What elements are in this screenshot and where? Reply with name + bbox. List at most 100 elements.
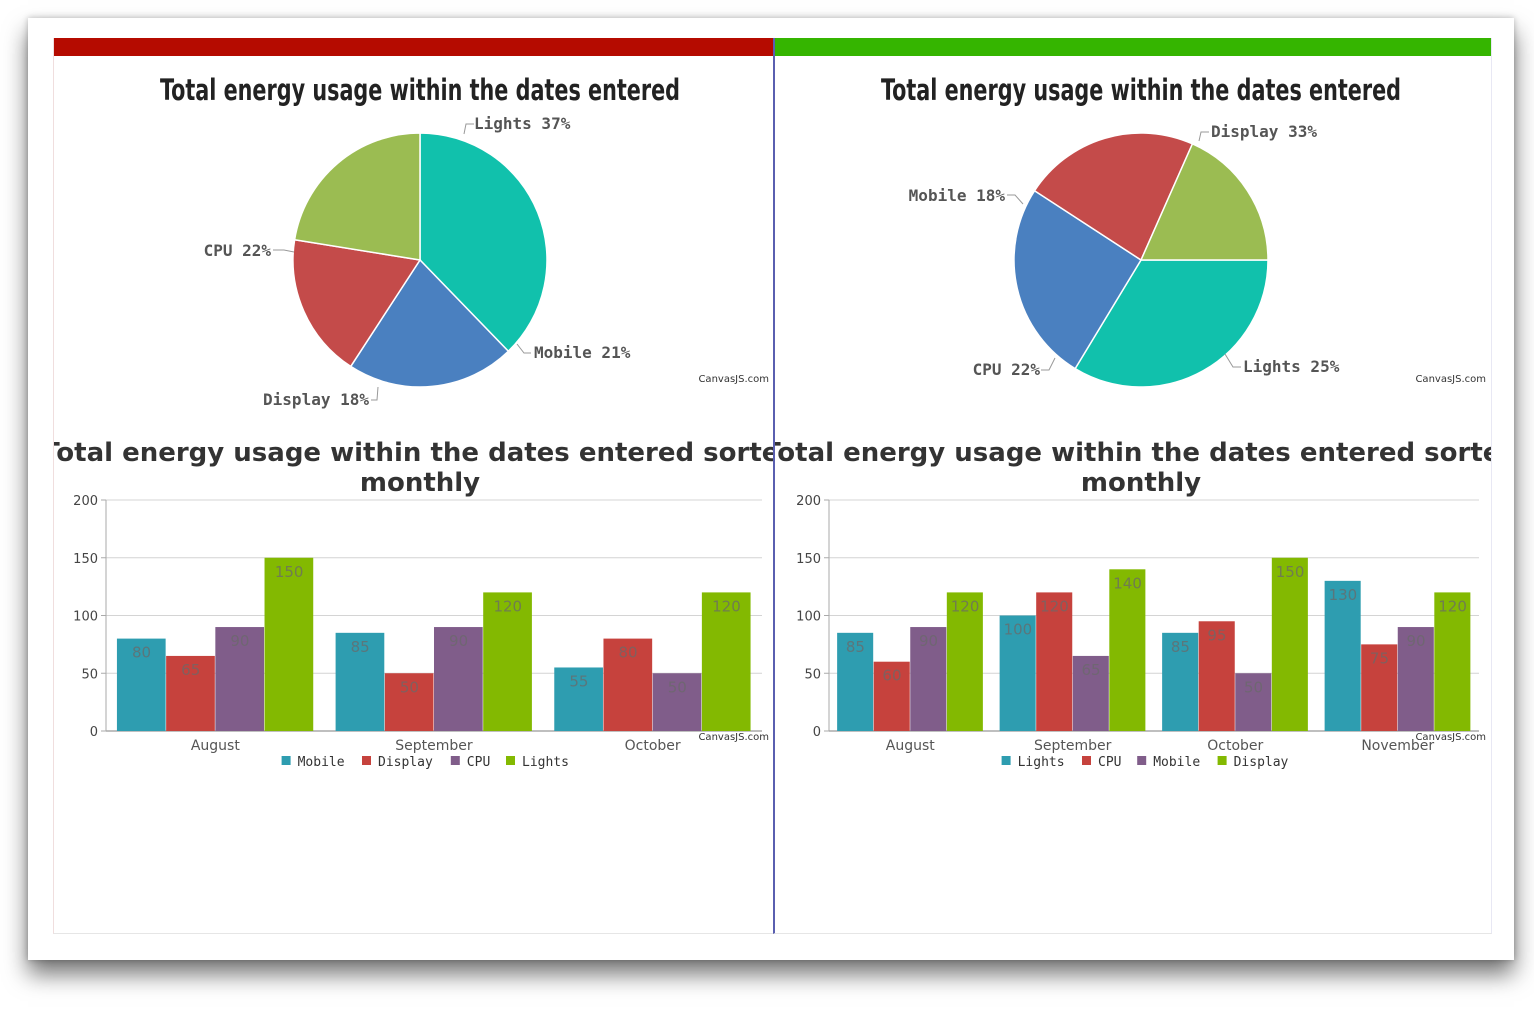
pie-label-mobile: Mobile 21%: [534, 343, 631, 362]
bar-value-label: 80: [619, 644, 638, 662]
legend-swatch-mobile: [1137, 756, 1147, 765]
x-category-label-november: November: [1361, 738, 1434, 754]
legend-item-lights[interactable]: Lights: [522, 755, 569, 770]
pie-slice-cpu[interactable]: [293, 132, 421, 261]
bar-value-label: 65: [1081, 661, 1100, 679]
left-header-bar: [54, 38, 774, 56]
bar-mobile-october[interactable]: [554, 667, 603, 731]
canvasjs-credit: CanvasJS.com: [1415, 732, 1486, 743]
bar-title-line1: Total energy usage within the dates ente…: [775, 438, 1491, 468]
pie-slice-mobile[interactable]: [1139, 142, 1269, 261]
pie-label-leader: [516, 343, 531, 354]
legend-swatch-cpu: [1082, 756, 1091, 765]
y-tick-label: 0: [813, 725, 821, 740]
bar-display-november[interactable]: [1434, 592, 1471, 731]
bar-cpu-august[interactable]: [215, 627, 265, 731]
legend-item-cpu[interactable]: CPU: [467, 755, 490, 770]
legend-swatch-display: [1217, 756, 1227, 765]
pie-slice-lights[interactable]: [1013, 189, 1143, 370]
legend-item-cpu[interactable]: CPU: [1098, 755, 1121, 770]
bar-value-label: 120: [951, 597, 980, 615]
bar-value-label: 120: [493, 597, 522, 615]
bar-mobile-september[interactable]: [1072, 655, 1109, 731]
pie-slice-cpu[interactable]: [1033, 132, 1194, 262]
bar-lights-october[interactable]: [701, 592, 751, 731]
bar-value-label: 90: [1406, 632, 1425, 650]
pie-label-leader: [1198, 131, 1209, 142]
pie-slice-display[interactable]: [1074, 259, 1269, 388]
bar-value-label: 140: [1113, 574, 1142, 592]
bar-value-label: 50: [400, 678, 419, 696]
legend-item-lights[interactable]: Lights: [1018, 755, 1065, 770]
bar-value-label: 85: [846, 638, 865, 656]
legend-item-mobile[interactable]: Mobile: [298, 755, 345, 770]
pie-slice-lights[interactable]: [419, 132, 548, 353]
pie-label-leader: [1007, 194, 1024, 205]
bar-display-september[interactable]: [384, 673, 434, 731]
bar-value-label: 85: [351, 638, 370, 656]
y-tick-label: 100: [73, 610, 98, 625]
bar-value-label: 150: [1276, 563, 1305, 581]
y-tick-label: 200: [796, 494, 821, 509]
bar-lights-august[interactable]: [264, 557, 314, 731]
legend-item-mobile[interactable]: Mobile: [1153, 755, 1200, 770]
bar-cpu-september[interactable]: [1036, 592, 1073, 731]
x-category-label-september: September: [395, 738, 473, 754]
legend-item-display[interactable]: Display: [378, 755, 433, 770]
bar-mobile-september[interactable]: [335, 632, 385, 731]
bar-cpu-september[interactable]: [434, 627, 483, 731]
bar-value-label: 90: [449, 632, 468, 650]
bar-display-august[interactable]: [166, 655, 215, 731]
bar-display-september[interactable]: [1109, 569, 1146, 731]
bar-lights-september[interactable]: [483, 592, 532, 731]
bar-mobile-november[interactable]: [1397, 627, 1434, 731]
bar-value-label: 120: [1040, 597, 1069, 615]
canvasjs-credit: CanvasJS.com: [698, 732, 769, 743]
pie-label-lights: Lights 25%: [1243, 357, 1340, 376]
legend-swatch-mobile: [281, 756, 291, 765]
x-category-label-september: September: [1034, 738, 1112, 754]
canvasjs-credit: CanvasJS.com: [1415, 374, 1486, 385]
legend-item-display[interactable]: Display: [1234, 755, 1289, 770]
pie-label-display: Display 18%: [263, 390, 369, 409]
y-tick-label: 100: [796, 610, 821, 625]
bar-value-label: 90: [919, 632, 938, 650]
bar-chart: Total energy usage within the dates ente…: [54, 438, 774, 770]
bar-value-label: 120: [712, 597, 741, 615]
bar-lights-november[interactable]: [1324, 580, 1361, 731]
legend-swatch-display: [362, 756, 371, 765]
bar-mobile-october[interactable]: [1235, 673, 1272, 731]
right-dashboard-panel: Total energy usage within the dates ente…: [773, 38, 1492, 934]
right-header-bar: [775, 38, 1491, 56]
pie-label-cpu: CPU 22%: [204, 241, 272, 260]
pie-label-leader: [1041, 357, 1056, 371]
bar-cpu-october[interactable]: [1198, 621, 1235, 731]
pie-slice-mobile[interactable]: [349, 258, 510, 388]
bar-cpu-november[interactable]: [1361, 644, 1398, 731]
pie-label-leader: [463, 123, 474, 135]
pie-label-leader: [1224, 353, 1241, 368]
bar-lights-september[interactable]: [999, 615, 1036, 732]
bar-lights-august[interactable]: [837, 632, 874, 731]
y-tick-label: 50: [81, 667, 98, 682]
bar-cpu-october[interactable]: [652, 673, 702, 731]
pie-label-leader: [273, 249, 295, 253]
bar-display-august[interactable]: [946, 592, 983, 731]
bar-lights-october[interactable]: [1162, 632, 1199, 731]
pie-chart: Total energy usage within the dates ente…: [881, 73, 1486, 388]
x-category-label-august: August: [191, 738, 241, 754]
pie-label-cpu: CPU 22%: [973, 360, 1041, 379]
pie-label-lights: Lights 37%: [474, 114, 571, 133]
bar-cpu-august[interactable]: [873, 661, 910, 731]
bar-display-october[interactable]: [603, 638, 653, 731]
bar-mobile-august[interactable]: [116, 638, 166, 731]
x-category-label-august: August: [886, 738, 936, 754]
pie-title: Total energy usage within the dates ente…: [881, 73, 1401, 107]
bar-mobile-august[interactable]: [910, 627, 947, 731]
legend-swatch-lights: [1001, 756, 1011, 765]
left-dashboard-panel: Total energy usage within the dates ente…: [53, 38, 774, 934]
bar-value-label: 60: [882, 667, 901, 685]
y-tick-label: 50: [804, 667, 821, 682]
bar-display-october[interactable]: [1271, 557, 1308, 731]
bar-value-label: 65: [181, 661, 200, 679]
